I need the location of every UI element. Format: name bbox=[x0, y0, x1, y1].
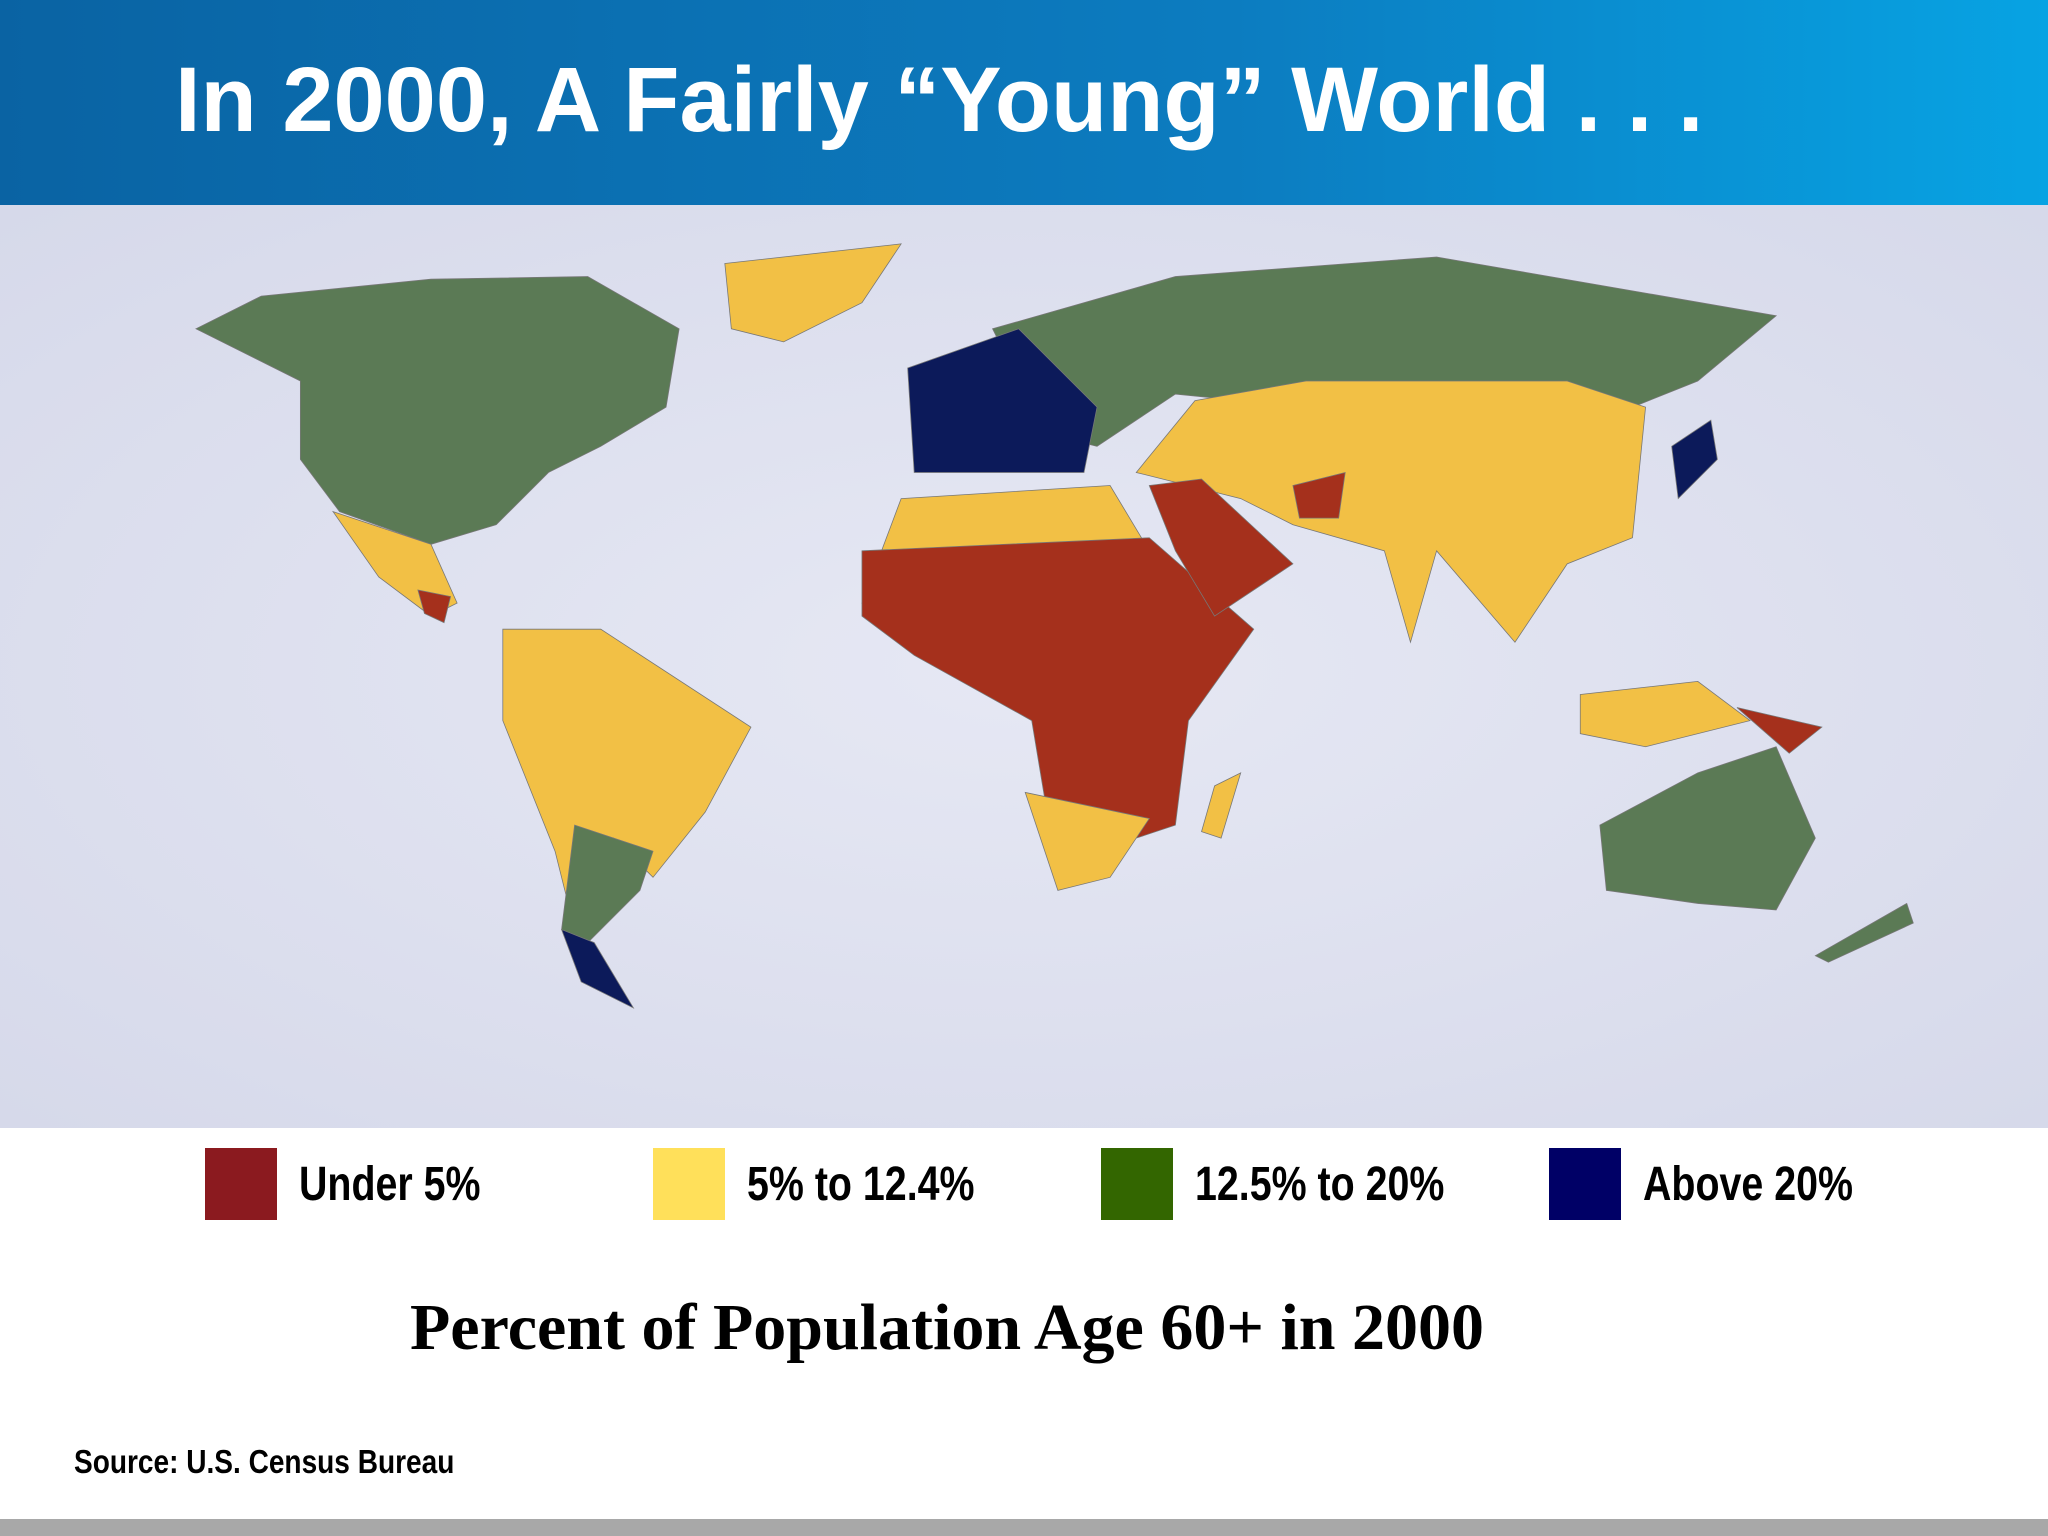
countries bbox=[195, 243, 1914, 1009]
source: Source: U.S. Census Bureau bbox=[74, 1443, 455, 1480]
footer-bar bbox=[0, 1519, 2048, 1536]
header-band: In 2000, A Fairly “Young” World . . . bbox=[0, 0, 2048, 205]
legend-label: Above 20% bbox=[1643, 1158, 1854, 1211]
legend-label: Under 5% bbox=[299, 1158, 481, 1211]
legend-swatch bbox=[205, 1148, 277, 1220]
legend-label: 12.5% to 20% bbox=[1195, 1158, 1445, 1211]
legend-swatch bbox=[1101, 1148, 1173, 1220]
title: In 2000, A Fairly “Young” World . . . bbox=[175, 49, 1704, 151]
legend-label: 5% to 12.4% bbox=[747, 1158, 975, 1211]
world-map bbox=[0, 205, 2048, 1128]
legend-swatch bbox=[653, 1148, 725, 1220]
legend-swatch bbox=[1549, 1148, 1621, 1220]
caption: Percent of Population Age 60+ in 2000 bbox=[409, 1291, 1484, 1364]
